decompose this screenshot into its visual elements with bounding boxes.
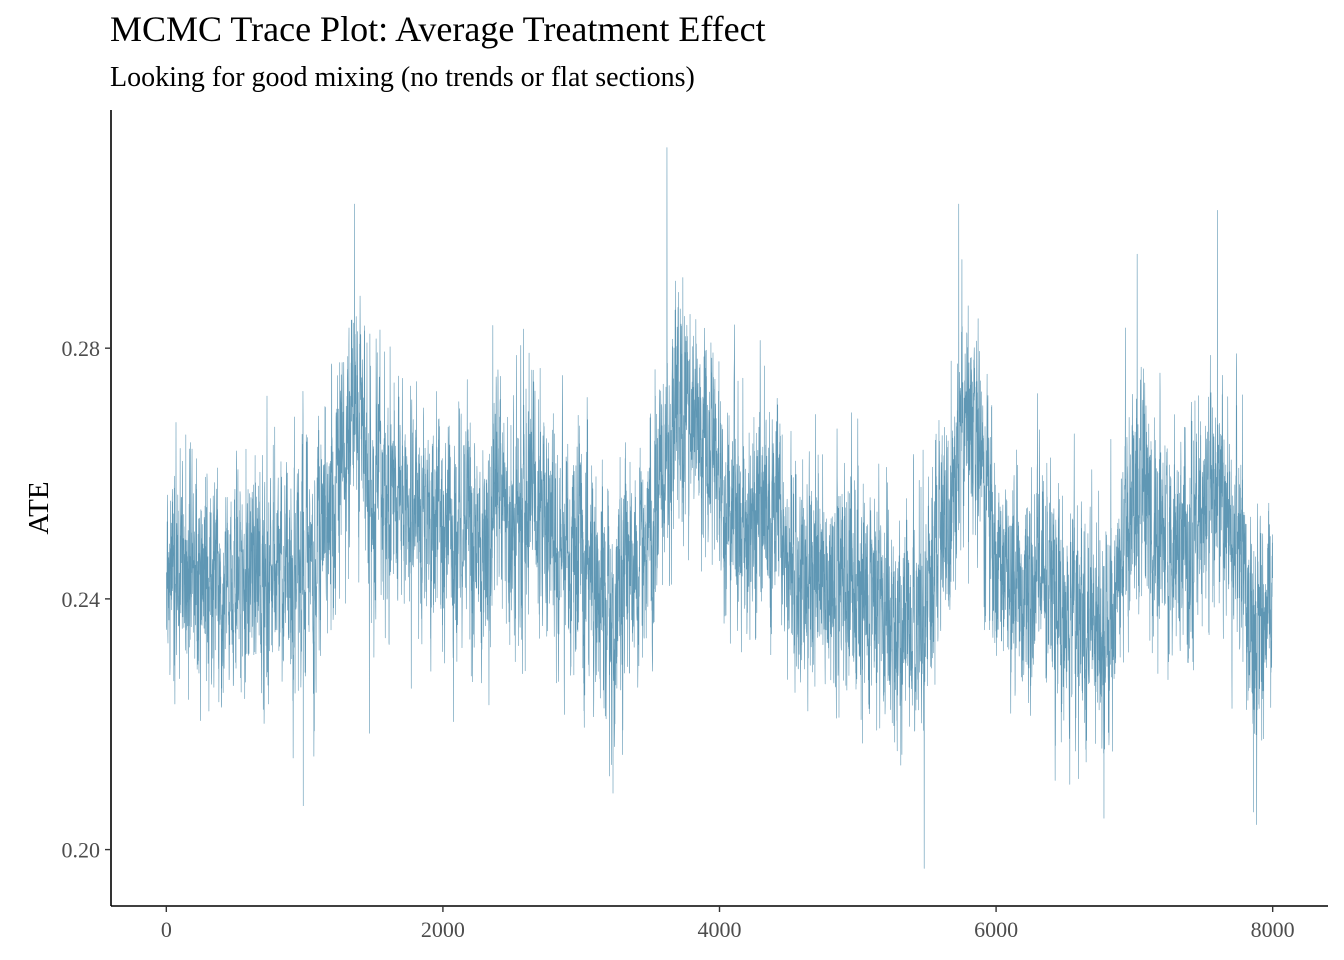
x-axis-ticks: 0 2000 4000 6000 8000 [161, 906, 1295, 942]
x-tick-label: 0 [161, 917, 172, 942]
chart-title: MCMC Trace Plot: Average Treatment Effec… [110, 9, 766, 49]
y-axis-ticks: 0.20 0.24 0.28 [62, 336, 111, 863]
y-tick-label: 0.24 [62, 587, 101, 612]
x-tick-label: 8000 [1251, 917, 1295, 942]
plot-area [166, 147, 1273, 869]
x-tick-label: 2000 [421, 917, 465, 942]
y-tick-label: 0.28 [62, 336, 101, 361]
x-tick-label: 6000 [974, 917, 1018, 942]
trace-line [166, 147, 1273, 869]
y-tick-label: 0.20 [62, 838, 101, 863]
x-tick-label: 4000 [698, 917, 742, 942]
y-axis-title: ATE [23, 481, 55, 534]
chart-subtitle: Looking for good mixing (no trends or fl… [110, 62, 695, 93]
